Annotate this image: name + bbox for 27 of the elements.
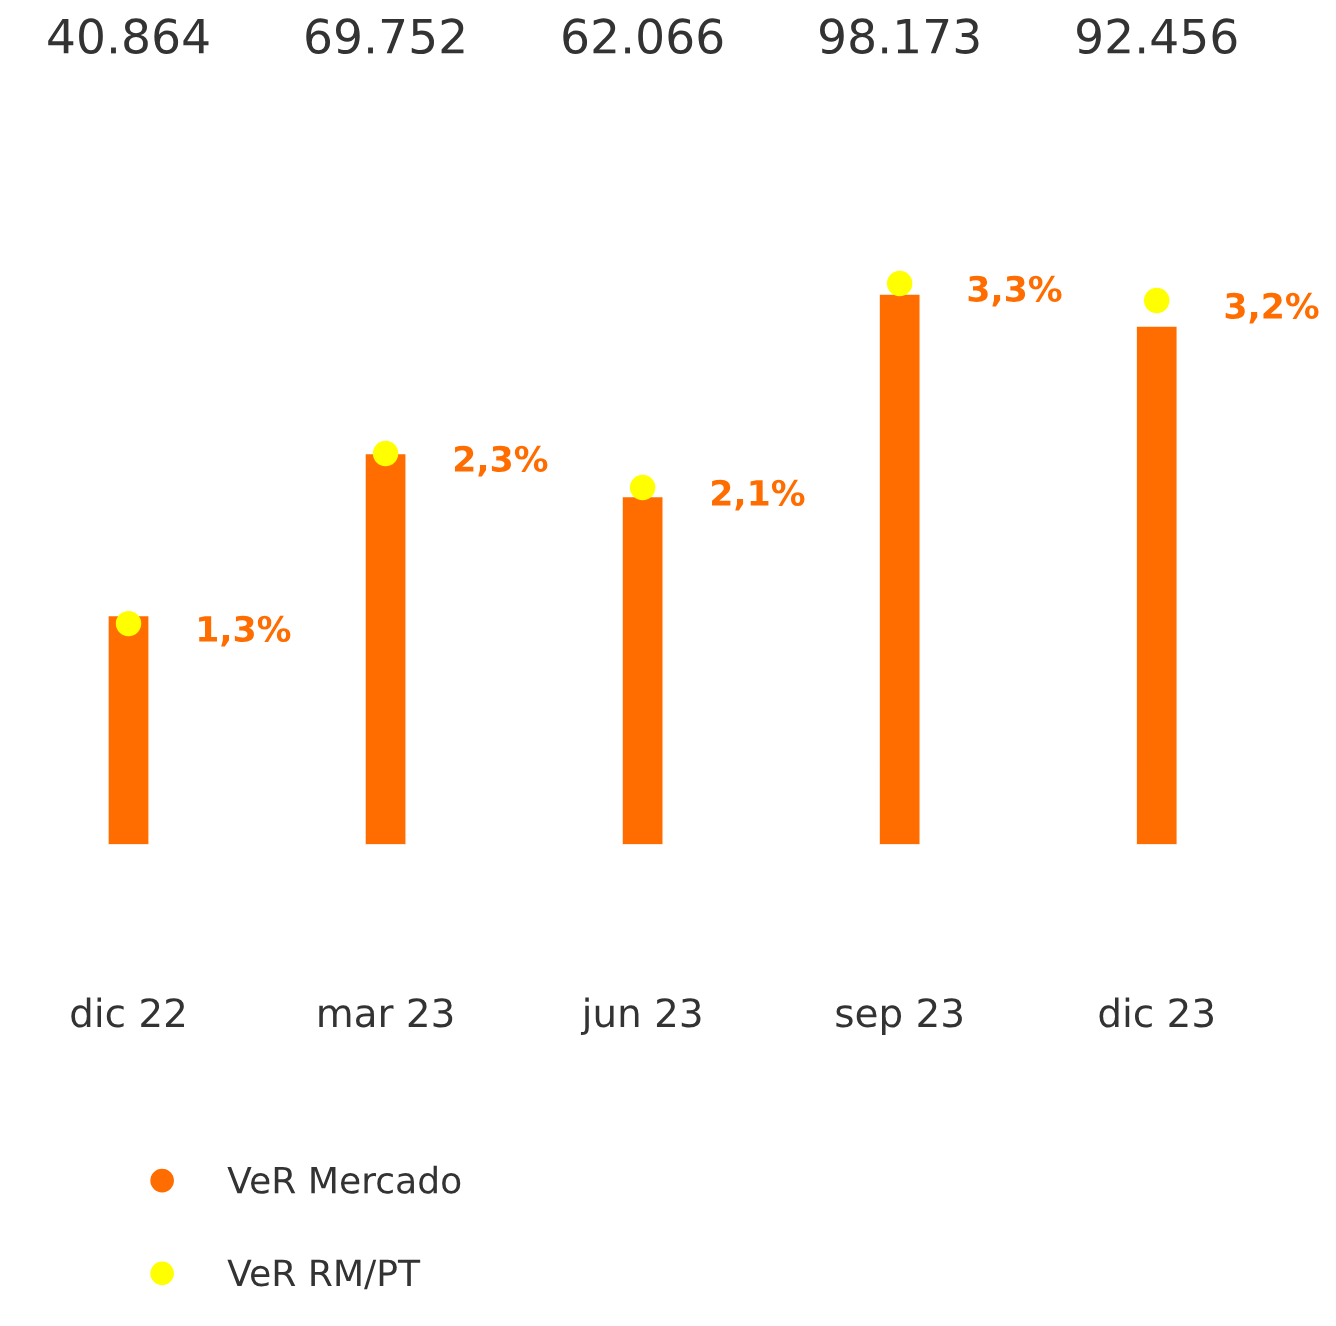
bar [878,293,921,845]
legend-label: VeR RM/PT [227,1259,421,1290]
x-tick-label: dic 23 [1099,997,1213,1028]
data-label: 98.173 [820,18,979,55]
data-label: 3,3% [968,275,1062,307]
data-label: 62.066 [563,18,723,55]
bar [621,495,664,845]
data-label: 1,3% [199,615,291,647]
data-label: 69.752 [306,18,464,55]
point [886,270,913,297]
point [115,610,142,637]
x-tick-label: dic 22 [71,997,184,1028]
legend-label: VeR Mercado [227,1165,461,1194]
x-tick-label: jun 23 [580,997,701,1036]
data-label: 40.864 [48,18,209,55]
bar [107,614,150,845]
data-label: 2,3% [454,445,548,477]
bar [1135,325,1178,845]
data-label: 2,1% [712,479,805,511]
point [629,474,656,501]
x-tick-label: mar 23 [319,998,453,1028]
x-tick-label: sep 23 [836,998,962,1036]
point [372,440,399,467]
point [1143,287,1170,314]
bar [364,452,407,845]
data-label: 92.456 [1077,18,1237,55]
data-label: 3,2% [1225,292,1319,324]
